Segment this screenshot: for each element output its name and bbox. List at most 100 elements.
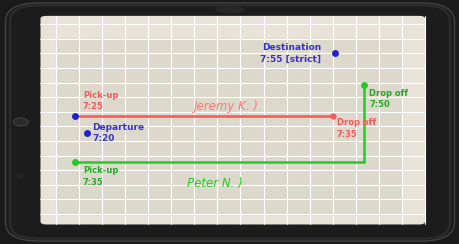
Bar <box>102 83 125 97</box>
Bar <box>355 53 378 68</box>
Bar <box>378 126 401 141</box>
Bar <box>79 112 102 126</box>
Bar <box>171 141 194 156</box>
Text: Jeremy K. ): Jeremy K. ) <box>194 100 259 113</box>
Bar <box>102 141 125 156</box>
Bar <box>79 97 102 112</box>
Bar <box>355 141 378 156</box>
Bar <box>355 97 378 112</box>
Bar <box>355 83 378 97</box>
Bar <box>286 39 309 53</box>
Bar <box>217 185 240 199</box>
Bar <box>56 97 79 112</box>
Text: Drop off
7:35: Drop off 7:35 <box>336 119 375 139</box>
Bar <box>378 68 401 83</box>
Bar <box>378 156 401 170</box>
Bar <box>378 39 401 53</box>
Bar <box>355 68 378 83</box>
Bar <box>148 126 171 141</box>
Bar <box>217 83 240 97</box>
Bar <box>148 112 171 126</box>
Bar <box>194 141 217 156</box>
Bar <box>125 185 148 199</box>
Bar <box>148 170 171 185</box>
Bar <box>332 126 355 141</box>
Bar <box>102 112 125 126</box>
Bar <box>263 39 286 53</box>
Bar <box>286 126 309 141</box>
Bar <box>332 83 355 97</box>
Bar <box>240 141 263 156</box>
Bar <box>79 68 102 83</box>
Circle shape <box>17 174 24 178</box>
Bar <box>125 39 148 53</box>
Bar <box>332 170 355 185</box>
Bar <box>102 97 125 112</box>
Bar <box>355 185 378 199</box>
Bar <box>171 156 194 170</box>
Bar <box>263 68 286 83</box>
Bar <box>309 156 332 170</box>
Bar <box>56 39 79 53</box>
Bar <box>286 83 309 97</box>
Bar <box>102 53 125 68</box>
Bar <box>286 53 309 68</box>
Bar <box>171 68 194 83</box>
Bar <box>79 185 102 199</box>
Bar <box>148 68 171 83</box>
Bar <box>378 53 401 68</box>
Bar <box>102 39 125 53</box>
Bar <box>194 185 217 199</box>
Text: Pick-up
7:25: Pick-up 7:25 <box>83 91 118 112</box>
Bar <box>102 185 125 199</box>
Bar <box>240 112 263 126</box>
Bar <box>194 126 217 141</box>
Bar <box>125 170 148 185</box>
Bar <box>286 141 309 156</box>
Bar <box>263 170 286 185</box>
Bar <box>217 156 240 170</box>
Bar <box>102 156 125 170</box>
Bar <box>171 126 194 141</box>
Bar <box>148 156 171 170</box>
Bar <box>79 39 102 53</box>
Bar <box>263 126 286 141</box>
Bar <box>263 185 286 199</box>
Bar <box>125 53 148 68</box>
Bar <box>332 199 355 214</box>
Bar <box>125 141 148 156</box>
Bar <box>217 141 240 156</box>
FancyBboxPatch shape <box>40 16 424 224</box>
Bar <box>378 170 401 185</box>
Bar <box>171 170 194 185</box>
Bar <box>240 170 263 185</box>
Bar <box>309 126 332 141</box>
FancyBboxPatch shape <box>7 4 452 240</box>
Bar <box>240 185 263 199</box>
Bar <box>56 170 79 185</box>
Bar <box>217 170 240 185</box>
Bar <box>148 141 171 156</box>
Bar <box>125 68 148 83</box>
Bar <box>102 199 125 214</box>
Bar <box>378 141 401 156</box>
Bar <box>332 97 355 112</box>
Bar <box>217 199 240 214</box>
Bar <box>194 156 217 170</box>
Bar <box>79 141 102 156</box>
Bar <box>263 112 286 126</box>
Bar <box>171 53 194 68</box>
Bar <box>355 126 378 141</box>
Bar <box>378 112 401 126</box>
Bar <box>309 97 332 112</box>
Bar <box>240 83 263 97</box>
Bar <box>378 83 401 97</box>
Bar <box>355 112 378 126</box>
Bar <box>102 126 125 141</box>
Bar <box>171 112 194 126</box>
Bar <box>217 68 240 83</box>
Bar <box>125 112 148 126</box>
Bar <box>171 185 194 199</box>
Bar <box>332 156 355 170</box>
Bar <box>171 97 194 112</box>
